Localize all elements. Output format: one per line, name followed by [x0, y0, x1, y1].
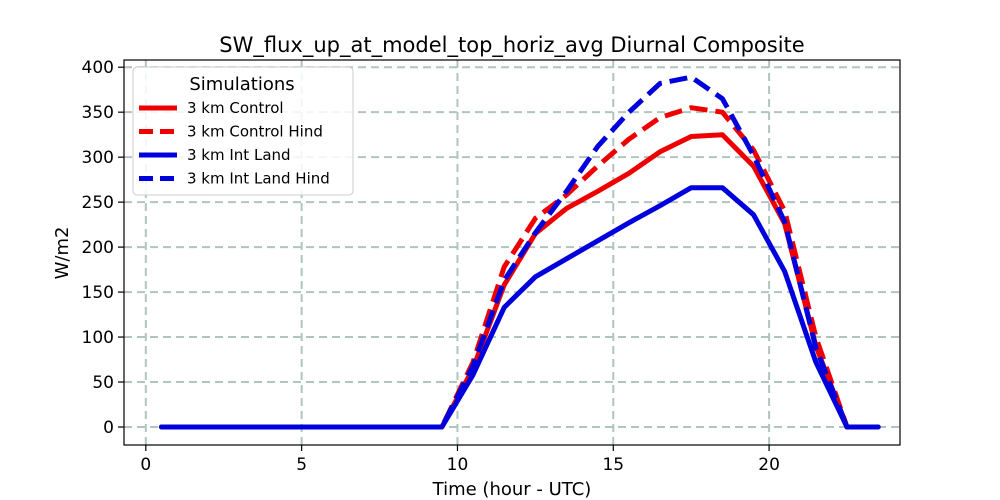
x-tick-label: 10 [447, 455, 469, 475]
legend-title: Simulations [189, 74, 294, 95]
y-tick-label: 0 [103, 418, 114, 438]
x-tick-label: 5 [296, 455, 307, 475]
y-tick-label: 100 [82, 328, 114, 348]
legend-label-4: 3 km Int Land Hind [187, 170, 330, 188]
y-tick-label: 150 [82, 283, 114, 303]
plot-frame [123, 59, 901, 446]
x-tick-label: 20 [758, 455, 780, 475]
x-tick-label: 0 [140, 455, 151, 475]
legend-box [132, 66, 354, 196]
series-line-3 [158, 185, 881, 430]
legend-label-3: 3 km Int Land [187, 146, 291, 164]
legend-label-1: 3 km Control [187, 99, 284, 117]
series-layer [158, 74, 881, 430]
y-tick-label: 250 [82, 193, 114, 213]
y-tick-label: 350 [82, 103, 114, 123]
y-axis-label: W/m2 [52, 227, 73, 280]
x-axis-label: Time (hour - UTC) [432, 479, 592, 500]
legend-label-2: 3 km Control Hind [187, 123, 323, 141]
legend: Simulations 3 km Control 3 km Control Hind… [132, 66, 354, 196]
chart-title: SW_flux_up_at_model_top_horiz_avg Diurna… [219, 33, 804, 58]
y-tick-label: 400 [82, 58, 114, 78]
x-tick-label: 15 [602, 455, 624, 475]
y-tick-label: 50 [92, 373, 114, 393]
y-tick-label: 300 [82, 148, 114, 168]
y-tick-label: 200 [82, 238, 114, 258]
series-line-4 [161, 74, 879, 430]
